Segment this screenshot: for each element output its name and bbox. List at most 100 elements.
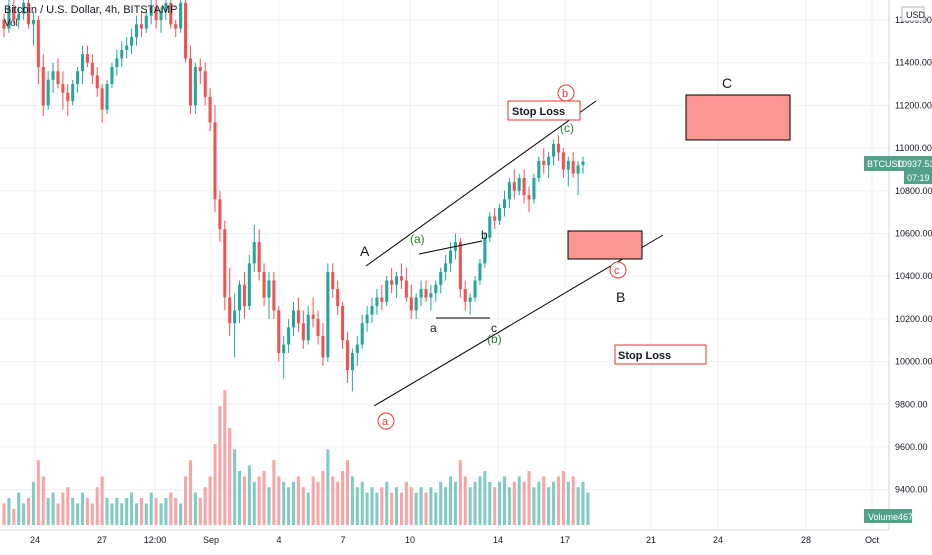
- x-tick-label: 12:00: [144, 535, 167, 545]
- volume-badge-value: 467: [898, 512, 913, 522]
- wave-label-A: A: [360, 243, 370, 259]
- currency-box[interactable]: [901, 6, 925, 22]
- minor-ab-line[interactable]: [418, 240, 483, 255]
- candle: [66, 84, 70, 117]
- candle: [498, 203, 502, 225]
- candle: [193, 62, 197, 114]
- volume-bar: [532, 487, 536, 525]
- candle: [188, 45, 192, 114]
- candle: [125, 37, 129, 59]
- volume-bar: [331, 476, 335, 525]
- volume-bar: [198, 498, 202, 525]
- stop-loss-label-2: Stop Loss: [618, 350, 671, 362]
- volume-bar: [130, 492, 134, 525]
- candle: [365, 306, 369, 332]
- volume-bar: [76, 503, 80, 525]
- x-tick-label: 21: [646, 535, 656, 545]
- candle: [41, 54, 45, 117]
- target-zone-c[interactable]: [685, 94, 791, 141]
- candle: [154, 0, 158, 29]
- volume-bar: [149, 492, 153, 525]
- volume-bar: [404, 481, 408, 525]
- minor-a-label: a: [430, 321, 437, 335]
- volume-bar: [61, 492, 65, 525]
- x-tick-label: 24: [713, 535, 723, 545]
- volume-bar: [355, 487, 359, 525]
- candle: [380, 284, 384, 311]
- time-axis[interactable]: 24 27 12:00 Sep 4 7 10 14 17 21 24 28 Oct: [0, 529, 889, 545]
- candle: [517, 173, 521, 196]
- candle: [542, 148, 546, 174]
- candle: [203, 62, 207, 106]
- candle: [242, 271, 246, 319]
- circle-c-marker: [609, 261, 627, 279]
- candle: [184, 0, 188, 63]
- y-tick-label: 10200.00: [895, 314, 932, 324]
- candle: [468, 293, 472, 315]
- candle: [277, 306, 281, 362]
- candle: [355, 335, 359, 366]
- last-price-value: 10937.53: [897, 159, 932, 169]
- volume-bar: [134, 503, 139, 525]
- candle: [434, 280, 438, 302]
- y-tick-label: 10800.00: [895, 186, 932, 196]
- volume-bar: [507, 487, 511, 525]
- candle: [341, 301, 345, 349]
- y-tick-label: 9800.00: [895, 399, 928, 409]
- volume-bar: [208, 476, 212, 525]
- volume-bar: [463, 476, 467, 525]
- volume-bar: [537, 481, 541, 525]
- candle: [179, 0, 183, 33]
- candle: [110, 62, 114, 89]
- candle: [2, 13, 6, 38]
- candle: [282, 335, 286, 379]
- volume-bar: [321, 471, 325, 525]
- y-tick-label: 11200.00: [895, 100, 932, 110]
- candle: [80, 45, 85, 85]
- volume-bar: [399, 492, 403, 525]
- price-axis[interactable]: 9400.00 9600.00 9800.00 10000.00 10200.00 104…: [864, 0, 932, 530]
- candle: [105, 79, 109, 114]
- volume-bar: [179, 503, 183, 525]
- volume-bar: [66, 487, 70, 525]
- countdown-tag: [904, 171, 932, 184]
- volume-bar: [110, 503, 114, 525]
- volume-bar: [341, 471, 345, 525]
- candle: [208, 88, 212, 132]
- volume-bar: [390, 492, 394, 525]
- symbol-title: Bitcoin / U.S. Dollar, 4h, BITSTAMP: [4, 4, 178, 16]
- channel-upper-line[interactable]: [365, 100, 597, 267]
- target-zone-b[interactable]: [567, 230, 643, 260]
- chart-legend: Bitcoin / U.S. Dollar, 4h, BITSTAMP Vol: [4, 4, 177, 30]
- volume-bar: [434, 492, 438, 525]
- volume-bar: [498, 481, 502, 525]
- volume-bar: [272, 460, 276, 525]
- y-tick-label: 10400.00: [895, 271, 932, 281]
- circle-a-label: a: [382, 416, 389, 428]
- candle: [532, 173, 536, 204]
- candle: [527, 186, 531, 213]
- y-tick-label: 11000.00: [895, 143, 932, 153]
- candle: [164, 0, 168, 20]
- volume-bar: [120, 503, 124, 525]
- candle: [547, 152, 551, 178]
- candle: [120, 41, 124, 67]
- x-tick-label: 14: [493, 535, 503, 545]
- candle: [507, 177, 511, 208]
- channel-lower-line[interactable]: [373, 234, 664, 407]
- volume-bar: [242, 476, 246, 525]
- candle: [316, 310, 320, 345]
- volume-bar: [252, 481, 256, 525]
- volume-bar: [336, 481, 340, 525]
- candle: [223, 220, 227, 311]
- candle: [350, 348, 354, 392]
- stop-loss-box-1[interactable]: [507, 100, 581, 121]
- candle: [22, 0, 26, 20]
- candle: [159, 7, 163, 33]
- volume-bar: [154, 498, 158, 525]
- stop-loss-box-2[interactable]: [614, 344, 707, 365]
- volume-bar: [267, 487, 271, 525]
- volume-bar: [125, 498, 129, 525]
